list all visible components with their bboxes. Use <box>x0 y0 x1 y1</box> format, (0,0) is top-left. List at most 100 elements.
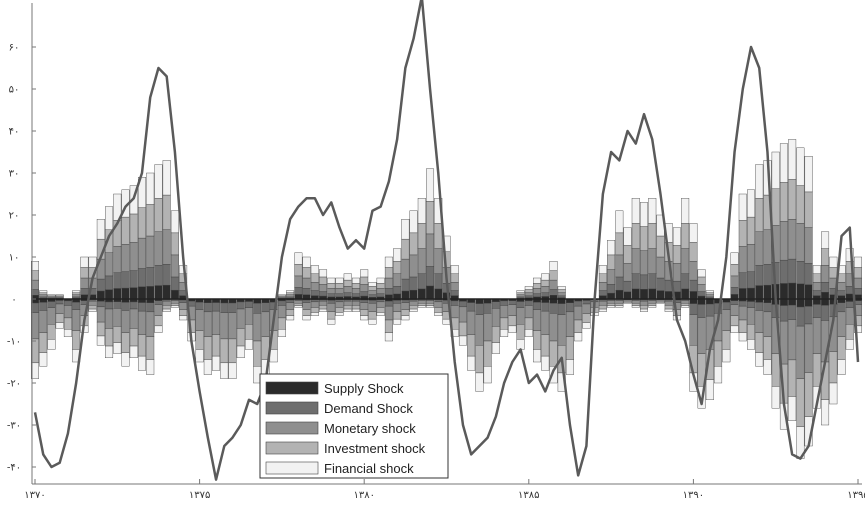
bar-neg-37-3 <box>335 307 344 313</box>
bar-neg-20-2 <box>195 309 204 331</box>
bar-neg-49-4 <box>434 312 443 317</box>
bar-pos-5-4 <box>72 290 81 293</box>
bar-pos-1-2 <box>39 294 48 298</box>
bar-neg-77-2 <box>664 300 673 306</box>
bar-neg-23-4 <box>220 362 229 379</box>
bar-pos-41-2 <box>368 290 377 296</box>
bar-neg-94-3 <box>804 372 813 417</box>
bar-neg-22-3 <box>212 334 221 357</box>
bar-pos-45-3 <box>401 238 410 260</box>
bar-pos-79-2 <box>681 248 690 275</box>
bar-pos-63-4 <box>549 261 558 271</box>
bar-neg-26-2 <box>244 307 253 325</box>
bar-neg-67-2 <box>582 303 591 314</box>
bar-pos-49-2 <box>434 248 443 275</box>
bar-neg-32-4 <box>294 305 303 308</box>
bar-pos-94-3 <box>804 191 813 228</box>
bar-neg-53-2 <box>467 310 476 335</box>
bar-neg-59-3 <box>516 324 525 340</box>
bar-neg-70-2 <box>607 300 616 304</box>
bar-neg-11-3 <box>121 332 130 353</box>
bar-pos-63-2 <box>549 279 558 290</box>
bar-neg-20-1 <box>195 301 204 310</box>
bar-pos-46-3 <box>409 232 418 256</box>
bar-neg-74-1 <box>640 299 648 302</box>
bar-pos-38-1 <box>343 292 352 297</box>
bar-pos-8-1 <box>96 278 105 292</box>
bar-neg-55-1 <box>483 303 492 314</box>
bar-neg-59-4 <box>516 339 525 350</box>
bar-pos-61-4 <box>533 277 542 284</box>
bar-pos-47-4 <box>417 197 426 224</box>
bar-neg-65-3 <box>565 336 574 360</box>
total-line <box>33 0 860 481</box>
bar-neg-75-3 <box>648 303 657 306</box>
bar-pos-39-2 <box>351 288 360 294</box>
bar-pos-91-2 <box>779 221 788 261</box>
bar-pos-11-1 <box>121 271 130 289</box>
bar-neg-92-2 <box>788 319 797 361</box>
bar-neg-8-2 <box>96 306 105 323</box>
bar-pos-45-2 <box>401 258 410 280</box>
y-tick-label-8: -۲۰ <box>7 379 21 390</box>
bar-pos-42-3 <box>376 283 385 289</box>
bar-neg-2-1 <box>47 301 56 308</box>
bar-neg-52-1 <box>458 301 467 308</box>
bar-neg-46-4 <box>409 308 418 312</box>
bar-neg-86-4 <box>738 332 747 342</box>
bar-pos-91-1 <box>779 259 788 284</box>
bar-pos-10-4 <box>113 193 122 221</box>
bar-neg-95-2 <box>812 317 821 354</box>
bar-neg-42-4 <box>376 312 385 317</box>
bar-neg-87-3 <box>747 324 755 340</box>
bar-neg-60-3 <box>524 317 533 330</box>
bar-neg-11-2 <box>121 310 130 333</box>
bar-pos-80-4 <box>689 223 698 243</box>
bar-pos-51-1 <box>450 290 459 296</box>
bar-pos-74-1 <box>640 274 648 290</box>
bar-neg-9-3 <box>105 328 114 347</box>
bar-pos-60-2 <box>524 292 533 297</box>
bar-pos-64-3 <box>557 289 566 293</box>
bar-pos-63-1 <box>549 289 558 296</box>
bar-pos-45-0 <box>401 290 410 300</box>
y-tick-label-0: ۶۰ <box>9 43 20 54</box>
legend-label-4: Financial shock <box>324 461 414 476</box>
bar-neg-40-4 <box>360 315 369 321</box>
bar-neg-71-3 <box>615 303 624 306</box>
bar-neg-54-4 <box>475 372 484 392</box>
bar-pos-47-2 <box>417 248 426 275</box>
bar-pos-51-2 <box>450 282 459 291</box>
bar-pos-44-3 <box>393 261 402 275</box>
bar-pos-96-1 <box>821 282 830 293</box>
bar-neg-43-2 <box>384 305 393 321</box>
bar-neg-27-1 <box>253 303 262 314</box>
bar-pos-36-1 <box>327 293 336 298</box>
bar-neg-26-3 <box>244 324 253 340</box>
bar-neg-25-4 <box>236 345 245 359</box>
bar-pos-60-1 <box>524 295 533 298</box>
bar-neg-66-1 <box>574 300 583 307</box>
bar-neg-32-2 <box>294 300 303 304</box>
bar-neg-31-3 <box>286 309 295 317</box>
bar-neg-34-1 <box>310 299 319 303</box>
bar-pos-33-2 <box>302 277 311 289</box>
bar-neg-88-3 <box>755 332 764 353</box>
bar-neg-21-4 <box>203 359 212 375</box>
bar-pos-12-3 <box>129 213 138 243</box>
bar-neg-45-4 <box>401 315 410 321</box>
bar-neg-49-2 <box>434 301 443 308</box>
bar-neg-39-2 <box>351 300 360 306</box>
bar-pos-96-2 <box>821 265 830 283</box>
bar-pos-11-2 <box>121 244 130 272</box>
bar-pos-37-4 <box>335 277 344 284</box>
bar-neg-13-1 <box>137 302 146 312</box>
bar-pos-47-1 <box>417 273 426 290</box>
bar-pos-17-3 <box>170 232 179 256</box>
bar-neg-22-2 <box>212 310 221 335</box>
axes-layer: ۶۰ ۵۰ ۴۰ ۳۰ ۲۰ ۱۰ ۰ -۱۰ -۲۰ -۳۰ -۴۰ ۱۳۷۰ ۱۳۷۵ ۱۳۸۰ ۱۳۸… <box>7 3 865 501</box>
bar-neg-35-4 <box>319 308 328 312</box>
bar-neg-70-3 <box>607 303 616 306</box>
bar-neg-3-1 <box>55 300 64 305</box>
bar-pos-36-2 <box>327 288 336 294</box>
